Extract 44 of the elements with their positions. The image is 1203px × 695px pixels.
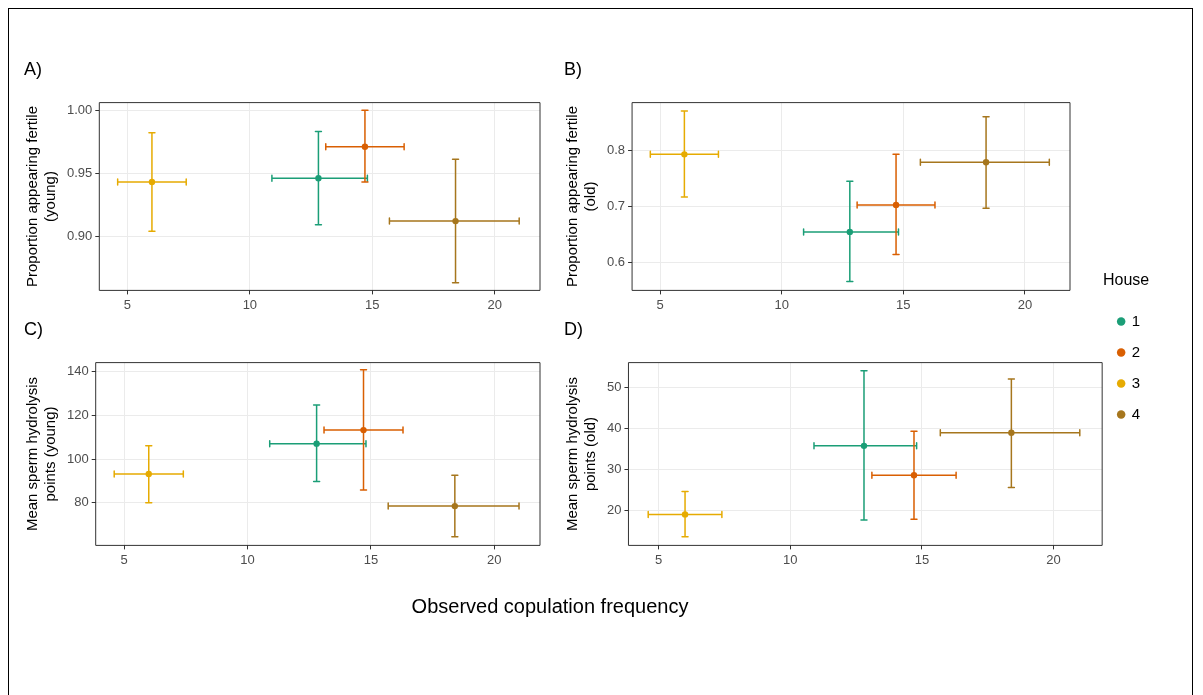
y-axis-title: Proportion appearing fertile (young) [23, 106, 59, 287]
x-tick-label: 10 [774, 296, 789, 312]
chart-title: B) [564, 58, 582, 79]
x-tick-label: 10 [783, 551, 798, 567]
y-tick-label: 20 [606, 501, 622, 517]
x-tick-label: 15 [363, 551, 379, 567]
legend-label: 2 [1131, 342, 1140, 360]
x-tick-label: 5 [123, 296, 132, 312]
y-tick-label: 0.6 [606, 254, 626, 270]
x-tick-label: 15 [896, 296, 911, 312]
x-tick-label: 5 [655, 551, 663, 567]
x-tick-label: 5 [120, 551, 128, 567]
x-tick-label: 10 [242, 296, 258, 312]
legend-label: 3 [1131, 373, 1140, 391]
x-tick-label: 20 [1046, 551, 1061, 567]
y-axis-title: Mean sperm hydrolysis points (old) [563, 376, 599, 532]
x-tick-label: 10 [240, 551, 255, 567]
y-tick-label: 80 [74, 494, 89, 510]
legend-label: 1 [1131, 311, 1140, 329]
x-axis-title: Observed copulation frequency [411, 595, 689, 618]
y-tick-label: 0.95 [66, 164, 93, 180]
x-tick-label: 20 [487, 551, 502, 567]
chart-title: A) [24, 58, 42, 79]
legend-title: House [1102, 271, 1150, 289]
y-tick-label: 0.90 [66, 227, 93, 243]
y-axis-title: Mean sperm hydrolysis points (young) [23, 376, 59, 532]
y-axis-title: Proportion appearing fertile (old) [563, 106, 599, 287]
y-tick-label: 120 [66, 407, 89, 423]
x-tick-label: 20 [1017, 296, 1033, 312]
y-tick-label: 0.8 [606, 141, 626, 157]
y-tick-label: 0.7 [606, 198, 626, 214]
y-tick-label: 1.00 [66, 101, 93, 117]
legend-label: 4 [1131, 404, 1140, 422]
x-tick-label: 15 [365, 296, 380, 312]
y-tick-label: 40 [606, 420, 622, 436]
x-tick-label: 20 [487, 296, 502, 312]
y-tick-label: 50 [606, 379, 622, 395]
chart-title: D) [564, 318, 583, 339]
x-tick-label: 5 [656, 296, 664, 312]
y-tick-label: 100 [66, 450, 89, 466]
x-tick-label: 15 [914, 551, 930, 567]
chart-title: C) [24, 318, 43, 339]
y-tick-label: 140 [66, 363, 89, 379]
y-tick-label: 30 [606, 461, 622, 477]
